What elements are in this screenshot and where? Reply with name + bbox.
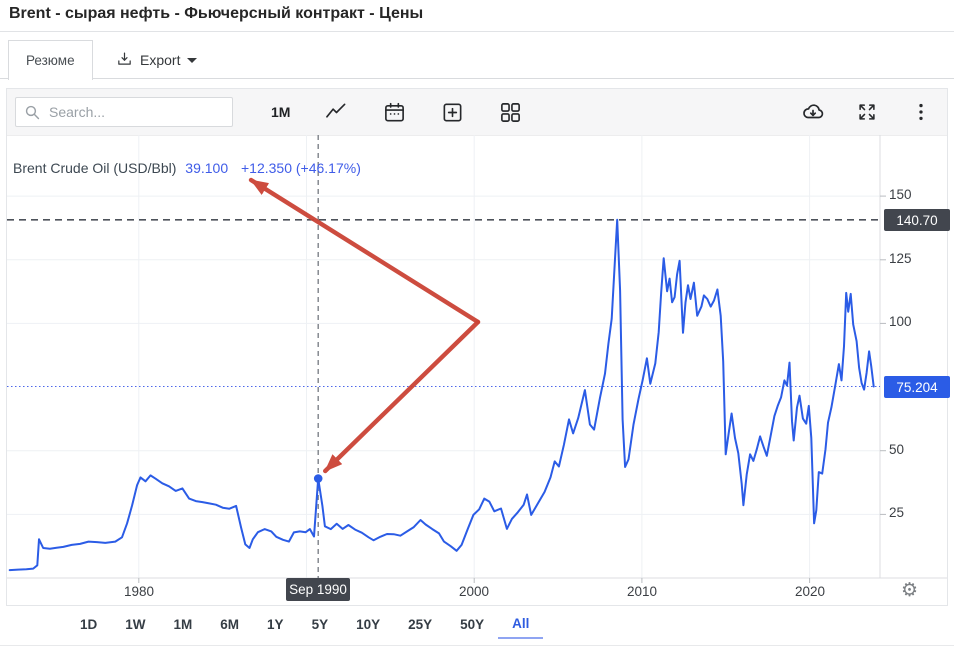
fullscreen-button[interactable] — [855, 100, 879, 124]
grid-view-button[interactable] — [498, 100, 522, 124]
tab-export[interactable]: Export — [102, 40, 211, 79]
range-button-1m[interactable]: 1M — [173, 617, 193, 632]
range-button-50y[interactable]: 50Y — [460, 617, 485, 632]
range-button-all[interactable]: All — [498, 614, 544, 639]
chart-toolbar: 1M — [7, 89, 947, 136]
legend-series-name: Brent Crude Oil (USD/Bbl) — [13, 160, 177, 176]
page-title: Brent - сырая нефть - Фьючерсный контрак… — [9, 5, 424, 22]
add-panel-icon — [443, 103, 462, 121]
y-tick-label: 125 — [889, 251, 912, 266]
range-button-1w[interactable]: 1W — [125, 617, 146, 632]
current-price-badge: 75.204 — [884, 376, 950, 398]
search-box[interactable] — [15, 97, 233, 127]
chart-widget: 1M — [6, 88, 948, 606]
tab-summary-label: Резюме — [26, 53, 75, 68]
tab-summary[interactable]: Резюме — [8, 40, 93, 80]
bottom-divider — [0, 645, 954, 646]
chart-legend: Brent Crude Oil (USD/Bbl) 39.100 +12.350… — [13, 160, 361, 176]
header-divider — [0, 31, 954, 32]
range-button-25y[interactable]: 25Y — [408, 617, 433, 632]
date-range-button[interactable] — [382, 100, 406, 124]
y-tick-label: 150 — [889, 187, 912, 202]
v-gridlines — [138, 135, 811, 578]
x-tick-label: 1980 — [123, 584, 155, 599]
download-icon — [116, 51, 133, 68]
download-chart-button[interactable] — [801, 100, 825, 124]
caret-down-icon — [187, 58, 198, 63]
range-button-6m[interactable]: 6M — [220, 617, 240, 632]
y-tick-label: 50 — [889, 442, 905, 457]
grid-view-icon — [501, 102, 520, 122]
trend-line-icon — [326, 103, 346, 118]
calendar-icon — [385, 102, 404, 121]
x-tick-label: 2000 — [458, 584, 490, 599]
tab-bar: Резюме Export — [0, 32, 954, 80]
hover-point-dot — [313, 474, 323, 483]
cloud-download-icon — [803, 104, 824, 119]
x-tick-label: 2010 — [626, 584, 658, 599]
high-price-badge: 140.70 — [884, 209, 950, 231]
tab-export-label: Export — [140, 51, 181, 68]
legend-change: +12.350 (+46.17%) — [241, 160, 361, 176]
axis-ticks — [138, 195, 886, 583]
hover-date-badge: Sep 1990 — [286, 578, 350, 601]
y-tick-label: 100 — [889, 314, 912, 329]
more-options-button[interactable] — [909, 100, 933, 124]
x-tick-label: 2020 — [794, 584, 826, 599]
range-button-10y[interactable]: 10Y — [356, 617, 381, 632]
range-selector: 1D 1W 1M 6M 1Y 5Y 10Y 25Y 50Y All — [66, 614, 544, 639]
fullscreen-icon — [859, 104, 875, 120]
legend-value: 39.100 — [185, 160, 229, 176]
chart-settings-button[interactable]: ⚙ — [901, 579, 919, 601]
range-button-5y[interactable]: 5Y — [311, 617, 329, 632]
annotation-arrow-to-legend — [248, 177, 481, 325]
toolbar-right-group — [801, 100, 933, 124]
range-button-1y[interactable]: 1Y — [267, 617, 284, 632]
annotation-arrow-to-point — [323, 319, 481, 474]
search-input[interactable] — [47, 103, 232, 121]
chart-type-line-button[interactable] — [324, 100, 348, 124]
y-tick-label: 25 — [889, 505, 905, 520]
range-button-1d[interactable]: 1D — [80, 617, 98, 632]
search-icon — [24, 104, 41, 121]
add-comparison-button[interactable] — [440, 100, 464, 124]
kebab-menu-icon — [919, 103, 923, 121]
price-chart-svg[interactable] — [7, 135, 947, 605]
interval-button[interactable]: 1M — [271, 104, 291, 120]
price-line — [8, 218, 875, 572]
h-gridlines — [7, 195, 880, 515]
